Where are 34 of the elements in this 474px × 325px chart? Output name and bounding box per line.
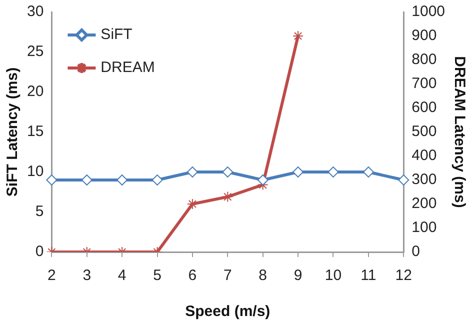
- y2-axis-title: DREAM Latency (ms): [450, 56, 468, 208]
- x-tick-label: 8: [258, 267, 268, 284]
- y-axis-title: SiFT Latency (ms): [4, 67, 22, 197]
- y-tick-label: 25: [26, 43, 44, 60]
- y-tick-label: 15: [26, 123, 44, 140]
- y2-tick-label: 200: [412, 195, 437, 212]
- x-axis-title: Speed (m/s): [185, 303, 270, 320]
- x-tick-label: 11: [360, 267, 376, 284]
- x-tick-label: 7: [223, 267, 232, 284]
- x-tick-label: 12: [395, 267, 412, 284]
- x-tick-label: 2: [48, 267, 56, 284]
- y2-tick-label: 700: [412, 75, 437, 92]
- y2-tick-label: 400: [412, 147, 437, 164]
- y2-tick-label: 1000: [412, 3, 446, 20]
- x-tick-label: 4: [118, 267, 126, 284]
- x-tick-label: 3: [82, 267, 92, 284]
- y-tick-label: 20: [26, 83, 44, 100]
- x-tick-label: 6: [188, 267, 197, 284]
- y-tick-label: 10: [26, 163, 44, 180]
- y2-tick-label: 300: [412, 171, 437, 188]
- x-tick-label: 5: [153, 267, 162, 284]
- y2-tick-label: 900: [412, 27, 437, 44]
- y-tick-label: 5: [35, 203, 44, 220]
- legend-label: DREAM: [100, 59, 155, 76]
- legend-label: SiFT: [100, 26, 132, 44]
- y2-tick-label: 500: [412, 123, 437, 140]
- y2-tick-label: 100: [412, 219, 437, 236]
- y2-tick-label: 0: [412, 243, 420, 260]
- x-tick-label: 10: [324, 267, 342, 284]
- y-tick-label: 0: [35, 243, 44, 260]
- x-tick-label: 9: [294, 267, 302, 284]
- y2-tick-label: 800: [412, 51, 437, 68]
- y2-tick-label: 600: [412, 99, 437, 116]
- y-tick-label: 30: [26, 3, 44, 20]
